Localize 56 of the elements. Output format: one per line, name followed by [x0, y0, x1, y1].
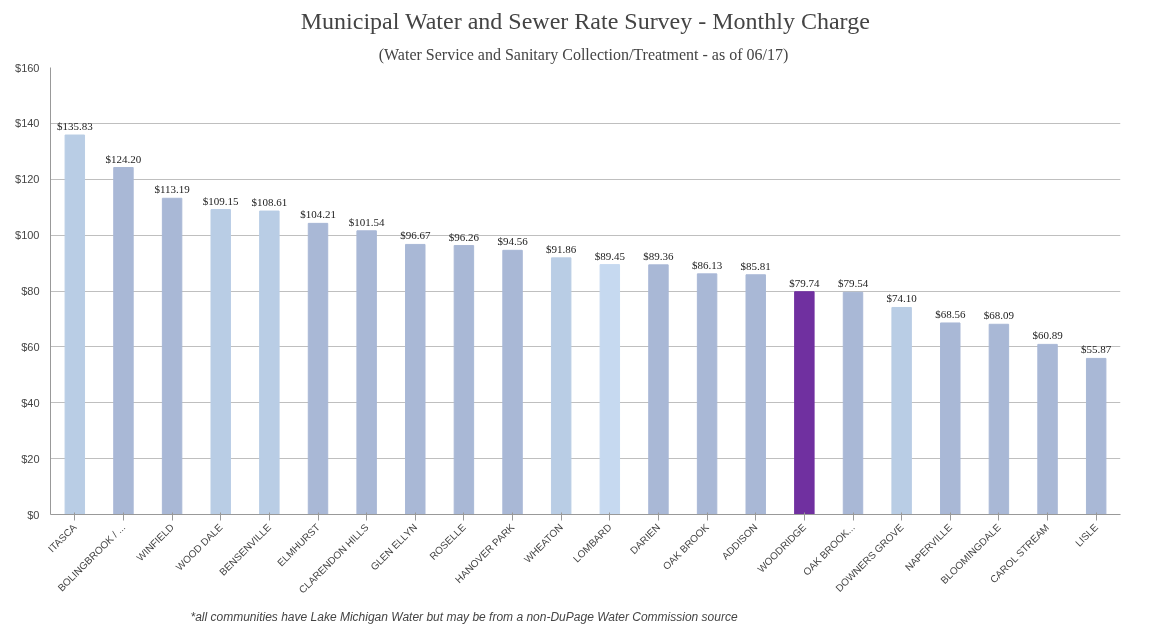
bar [648, 264, 669, 515]
bar [745, 274, 766, 515]
bar [502, 249, 523, 515]
bar [550, 257, 572, 515]
data-label: $74.10 [886, 292, 918, 305]
bar [940, 322, 961, 515]
data-label: $96.26 [448, 230, 480, 243]
data-label: $89.36 [643, 249, 675, 262]
bar [113, 167, 134, 515]
data-label: $91.86 [546, 242, 577, 255]
y-tick-label: $160 [15, 61, 40, 74]
data-label: $60.89 [1032, 329, 1064, 342]
y-tick-label: $140 [15, 117, 40, 130]
data-label: $68.56 [935, 307, 966, 320]
bar [210, 209, 231, 515]
y-tick-label: $120 [15, 173, 40, 186]
data-label: $86.13 [691, 258, 723, 271]
data-label: $108.61 [251, 196, 288, 209]
data-label: $68.09 [983, 309, 1015, 322]
chart-title: Municipal Water and Sewer Rate Survey - Monthly Charge [300, 7, 870, 34]
data-label: $96.67 [400, 229, 431, 242]
y-tick-label: $40 [21, 396, 40, 409]
bar [891, 306, 912, 515]
data-label: $109.15 [202, 194, 240, 207]
y-tick-label: $80 [21, 285, 40, 297]
data-label: $135.83 [56, 120, 94, 133]
bar [405, 243, 426, 515]
bar [1085, 357, 1107, 515]
text: *all communities have Lake Michigan Water but may be from a non-DuPage Water Commission source [190, 609, 738, 624]
bar [161, 197, 183, 515]
bar [453, 245, 475, 515]
y-tick-label: $20 [21, 452, 40, 465]
bar [307, 222, 329, 515]
data-label: $104.21 [300, 208, 336, 221]
data-label: $101.54 [348, 215, 386, 228]
bar [1037, 343, 1058, 515]
bar [356, 230, 377, 515]
y-tick-label: $60 [21, 340, 40, 353]
bar [842, 291, 864, 515]
bar [988, 323, 1010, 515]
bar [64, 134, 86, 515]
y-tick-label: $0 [27, 508, 40, 521]
data-label: $85.81 [740, 259, 771, 272]
bar [696, 273, 718, 515]
bar [794, 291, 815, 515]
data-label: $113.19 [154, 183, 191, 196]
data-label: $55.87 [1081, 343, 1112, 356]
data-label: $79.74 [789, 276, 820, 289]
chart-subtitle: (Water Service and Sanitary Collection/Treatment - as of 06/17) [378, 45, 789, 64]
bar [599, 264, 621, 515]
y-tick-label: $100 [15, 229, 40, 242]
data-label: $124.20 [105, 152, 142, 165]
bar [259, 210, 280, 515]
data-label: $94.56 [497, 235, 529, 248]
data-label: $79.54 [837, 277, 869, 290]
data-label: $89.45 [594, 249, 626, 262]
